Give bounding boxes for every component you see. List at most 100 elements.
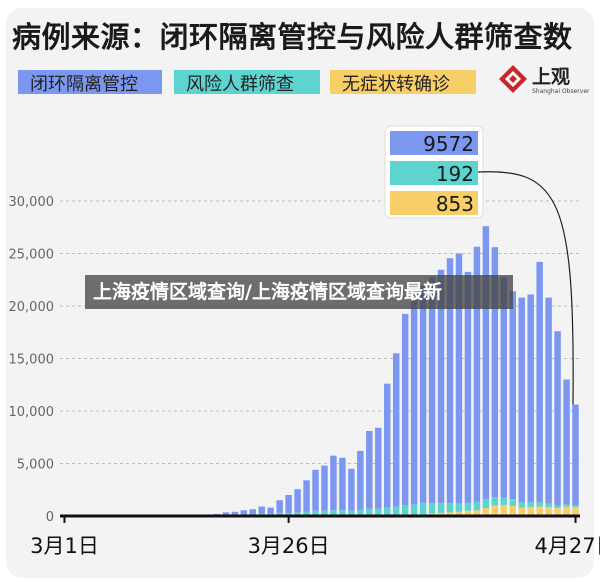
y-tick-label: 20,000 (9, 300, 55, 315)
bar-segment (392, 506, 400, 516)
shanghai-observer-logo: 上观 Shanghai Observer (498, 62, 590, 98)
bar-segment (455, 253, 463, 504)
bar-segment (464, 510, 472, 516)
bar-segment (240, 510, 248, 515)
bar-segment (536, 502, 543, 507)
y-tick-label: 30,000 (9, 195, 55, 210)
callout-value: 192 (436, 162, 474, 186)
bar-segment (303, 480, 310, 512)
x-tick-label: 3月1日 (30, 534, 99, 558)
y-tick-label: 10,000 (9, 405, 55, 420)
callout-value: 9572 (423, 132, 474, 156)
bar-segment (464, 271, 472, 503)
bar-segment (572, 404, 579, 506)
logo-subtitle: Shanghai Observer (532, 88, 590, 95)
bar-segment (303, 511, 310, 516)
logo-name: 上观 (532, 66, 571, 88)
bar-segment (446, 512, 454, 516)
bar-segment (428, 502, 436, 514)
bar-segment (464, 502, 472, 511)
bar-segment (527, 294, 534, 503)
bar-segment (285, 495, 292, 513)
bar-segment (312, 510, 319, 516)
bar-segment (563, 504, 570, 507)
bar-segment (375, 508, 382, 516)
legend-label: 闭环隔离管控 (30, 74, 138, 95)
logo-mark-icon (499, 65, 527, 93)
legend-item-asymptomatic: 无症状转确诊 (330, 70, 476, 95)
legend-label: 风险人群筛查 (186, 74, 294, 95)
bar-segment (500, 504, 508, 516)
bar-segment (509, 291, 516, 500)
bar-segment (384, 507, 391, 516)
bar-segment (482, 499, 490, 509)
bar-segment (419, 502, 427, 515)
bar-segment (231, 511, 239, 515)
callout-swatch (390, 161, 478, 185)
bar-segment (437, 512, 445, 516)
bar-segment (536, 506, 543, 516)
bar-segment (491, 247, 499, 498)
bar-segment (428, 277, 436, 503)
bar-segment (366, 430, 373, 509)
bar-segment (330, 455, 337, 511)
bar-segment (285, 512, 292, 516)
bar-segment (249, 509, 256, 515)
bar-segment (419, 285, 427, 503)
bar-segment (339, 510, 346, 516)
bar-segment (446, 502, 454, 513)
overlay-banner: 上海疫情区域查询/上海疫情区域查询最新 (85, 275, 513, 309)
x-tick-label: 4月27日 (534, 534, 600, 558)
bar-segment (446, 258, 454, 503)
bar-segment (482, 226, 490, 500)
bar-segment (491, 497, 499, 506)
bar-segment (294, 489, 301, 513)
legend-label: 无症状转确诊 (342, 74, 450, 95)
bar-segment (348, 468, 355, 511)
bar-segment (330, 510, 337, 516)
bar-segment (500, 277, 508, 498)
bar-segment (563, 379, 570, 505)
bar-segment (455, 503, 463, 512)
y-tick-label: 15,000 (9, 353, 55, 368)
bar-segment (482, 508, 490, 516)
y-tick-label: 25,000 (9, 248, 55, 263)
y-tick-label: 5,000 (17, 458, 54, 473)
bar-segment (312, 469, 319, 511)
bar-segment (554, 508, 561, 516)
bar-segment (410, 299, 418, 505)
bar-segment (455, 511, 463, 516)
chart-title: 病例来源：闭环隔离管控与风险人群筛查数 (12, 20, 573, 54)
bar-segment (554, 505, 561, 509)
callout-swatch (390, 131, 478, 155)
bar-segment (357, 450, 364, 510)
bar-segment (527, 502, 534, 508)
bar-segment (554, 331, 561, 506)
bar-segment (401, 504, 409, 516)
bar-segment (375, 427, 382, 509)
bar-segment (491, 505, 499, 516)
bar-segment (527, 507, 534, 516)
bar-segment (518, 297, 525, 503)
bar-segment (384, 383, 391, 508)
callout-leader-line (477, 171, 574, 405)
bar-segment (473, 510, 481, 516)
bar-segment (509, 506, 516, 516)
bar-segment (509, 499, 516, 507)
bar-segment (392, 353, 400, 507)
callout-swatch (390, 191, 478, 215)
bar-segment (518, 507, 525, 516)
y-tick-label: 0 (46, 510, 54, 525)
bar-segment (410, 504, 418, 515)
bar-segment (276, 512, 283, 516)
bar-segment (401, 313, 409, 505)
bar-segment (222, 512, 230, 515)
legend-item-risk-screening: 风险人群筛查 (174, 70, 320, 95)
bar-segment (437, 269, 445, 503)
bar-segment (339, 457, 346, 511)
bar-segment (267, 507, 274, 514)
bar-segment (276, 500, 283, 513)
bar-segment (572, 505, 579, 508)
bar-segment (321, 465, 328, 511)
